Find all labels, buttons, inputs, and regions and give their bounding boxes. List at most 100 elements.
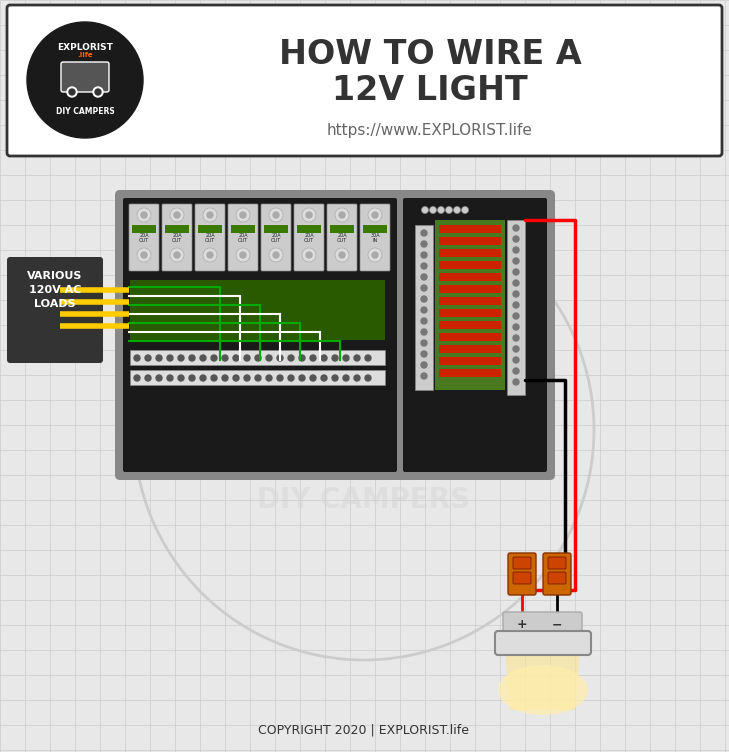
Circle shape bbox=[145, 375, 151, 381]
Circle shape bbox=[365, 355, 371, 361]
Circle shape bbox=[141, 212, 147, 218]
Circle shape bbox=[461, 207, 469, 214]
FancyBboxPatch shape bbox=[403, 198, 547, 472]
Circle shape bbox=[145, 355, 151, 361]
Text: .life: .life bbox=[77, 52, 93, 58]
Text: 20A
OUT: 20A OUT bbox=[238, 232, 248, 244]
FancyBboxPatch shape bbox=[513, 572, 531, 584]
FancyBboxPatch shape bbox=[439, 273, 501, 281]
Text: 30A
IN: 30A IN bbox=[370, 232, 380, 244]
Circle shape bbox=[299, 375, 305, 381]
Circle shape bbox=[93, 87, 103, 97]
Circle shape bbox=[277, 375, 283, 381]
Text: https://www.EXPLORIST.life: https://www.EXPLORIST.life bbox=[327, 123, 533, 138]
FancyBboxPatch shape bbox=[439, 357, 501, 365]
Circle shape bbox=[339, 252, 345, 258]
FancyBboxPatch shape bbox=[115, 190, 555, 480]
Circle shape bbox=[513, 379, 519, 385]
FancyBboxPatch shape bbox=[503, 612, 582, 636]
Circle shape bbox=[134, 355, 140, 361]
Circle shape bbox=[421, 274, 427, 280]
Circle shape bbox=[421, 207, 429, 214]
Text: 12V LIGHT: 12V LIGHT bbox=[332, 74, 528, 107]
FancyBboxPatch shape bbox=[439, 297, 501, 305]
Circle shape bbox=[167, 355, 173, 361]
Circle shape bbox=[207, 212, 213, 218]
FancyBboxPatch shape bbox=[129, 204, 159, 271]
Circle shape bbox=[174, 252, 180, 258]
Circle shape bbox=[354, 355, 360, 361]
Circle shape bbox=[207, 252, 213, 258]
Circle shape bbox=[236, 208, 250, 222]
FancyBboxPatch shape bbox=[415, 225, 433, 390]
Circle shape bbox=[513, 368, 519, 374]
Circle shape bbox=[421, 230, 427, 236]
FancyBboxPatch shape bbox=[507, 220, 525, 395]
FancyBboxPatch shape bbox=[132, 225, 156, 233]
FancyBboxPatch shape bbox=[297, 225, 321, 233]
Circle shape bbox=[332, 375, 338, 381]
FancyBboxPatch shape bbox=[165, 225, 189, 233]
FancyBboxPatch shape bbox=[130, 370, 385, 385]
Circle shape bbox=[244, 355, 250, 361]
Circle shape bbox=[67, 87, 77, 97]
Circle shape bbox=[288, 375, 294, 381]
Text: HOW TO WIRE A: HOW TO WIRE A bbox=[278, 38, 581, 71]
FancyBboxPatch shape bbox=[439, 333, 501, 341]
Circle shape bbox=[421, 362, 427, 368]
Circle shape bbox=[141, 252, 147, 258]
Circle shape bbox=[233, 375, 239, 381]
FancyBboxPatch shape bbox=[548, 557, 566, 569]
FancyBboxPatch shape bbox=[7, 5, 722, 156]
Text: 20A
OUT: 20A OUT bbox=[271, 232, 281, 244]
Circle shape bbox=[354, 375, 360, 381]
Text: 20A
OUT: 20A OUT bbox=[139, 232, 149, 244]
Circle shape bbox=[421, 318, 427, 324]
FancyBboxPatch shape bbox=[435, 220, 505, 390]
Circle shape bbox=[156, 355, 162, 361]
FancyBboxPatch shape bbox=[439, 309, 501, 317]
FancyBboxPatch shape bbox=[123, 198, 397, 472]
Circle shape bbox=[421, 263, 427, 269]
Circle shape bbox=[203, 248, 217, 262]
FancyBboxPatch shape bbox=[228, 204, 258, 271]
Circle shape bbox=[178, 375, 184, 381]
FancyBboxPatch shape bbox=[294, 204, 324, 271]
Circle shape bbox=[335, 208, 349, 222]
FancyBboxPatch shape bbox=[495, 631, 591, 655]
Circle shape bbox=[137, 248, 151, 262]
Circle shape bbox=[170, 208, 184, 222]
Circle shape bbox=[421, 252, 427, 258]
FancyBboxPatch shape bbox=[439, 249, 501, 257]
FancyBboxPatch shape bbox=[130, 350, 385, 365]
Circle shape bbox=[421, 329, 427, 335]
Circle shape bbox=[343, 355, 349, 361]
Circle shape bbox=[137, 208, 151, 222]
Text: 20A
OUT: 20A OUT bbox=[172, 232, 182, 244]
Circle shape bbox=[335, 248, 349, 262]
Circle shape bbox=[222, 355, 228, 361]
Text: 20A
OUT: 20A OUT bbox=[304, 232, 314, 244]
Circle shape bbox=[513, 346, 519, 352]
Circle shape bbox=[513, 247, 519, 253]
FancyBboxPatch shape bbox=[231, 225, 255, 233]
FancyBboxPatch shape bbox=[327, 204, 357, 271]
Circle shape bbox=[429, 207, 437, 214]
FancyBboxPatch shape bbox=[261, 204, 291, 271]
Circle shape bbox=[372, 252, 378, 258]
Circle shape bbox=[421, 373, 427, 379]
Circle shape bbox=[368, 208, 382, 222]
Circle shape bbox=[27, 22, 143, 138]
Circle shape bbox=[178, 355, 184, 361]
Circle shape bbox=[255, 355, 261, 361]
Circle shape bbox=[269, 208, 283, 222]
FancyBboxPatch shape bbox=[439, 237, 501, 245]
Circle shape bbox=[240, 212, 246, 218]
FancyBboxPatch shape bbox=[61, 62, 109, 92]
FancyBboxPatch shape bbox=[508, 553, 536, 595]
Circle shape bbox=[339, 212, 345, 218]
FancyBboxPatch shape bbox=[439, 261, 501, 269]
Circle shape bbox=[343, 375, 349, 381]
FancyBboxPatch shape bbox=[330, 225, 354, 233]
FancyBboxPatch shape bbox=[7, 257, 103, 363]
